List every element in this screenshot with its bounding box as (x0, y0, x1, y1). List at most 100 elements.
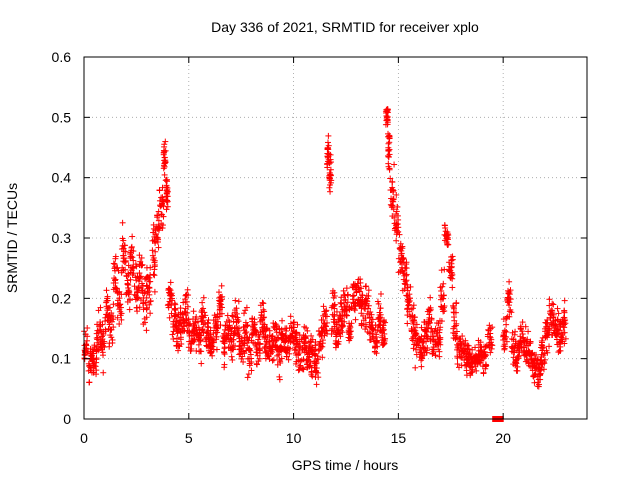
data-point (453, 320, 460, 327)
data-point (341, 318, 348, 325)
data-point (514, 367, 521, 374)
data-point (312, 352, 319, 359)
data-point (166, 289, 173, 296)
data-point (464, 356, 471, 363)
data-point (278, 335, 285, 342)
data-point (81, 352, 88, 359)
data-point (513, 356, 520, 363)
data-point (110, 301, 117, 308)
data-point (133, 304, 140, 311)
data-point (125, 287, 132, 294)
data-point (390, 198, 397, 205)
data-point (468, 358, 475, 365)
data-point (129, 233, 136, 240)
data-point (276, 376, 283, 383)
data-point (528, 356, 535, 363)
data-point (103, 287, 110, 294)
data-point (106, 340, 113, 347)
data-point (309, 373, 316, 380)
data-point (275, 351, 282, 358)
data-point (143, 264, 150, 271)
data-point (295, 351, 302, 358)
data-point (161, 154, 168, 161)
data-point (321, 326, 328, 333)
data-point (538, 357, 545, 364)
data-point (343, 311, 350, 318)
data-point (316, 341, 323, 348)
data-point (293, 329, 300, 336)
data-point (200, 321, 207, 328)
data-point (333, 308, 340, 315)
data-point (238, 347, 245, 354)
data-point (385, 153, 392, 160)
data-point (480, 349, 487, 356)
data-point (136, 262, 143, 269)
data-point (546, 343, 553, 350)
data-point (472, 363, 479, 370)
data-point (449, 269, 456, 276)
data-point (503, 314, 510, 321)
data-point (85, 367, 92, 374)
data-point (121, 242, 128, 249)
data-point (421, 335, 428, 342)
data-point (277, 359, 284, 366)
data-point (120, 245, 127, 252)
data-point (367, 309, 374, 316)
data-point (552, 331, 559, 338)
data-point (126, 306, 133, 313)
data-point (535, 360, 542, 367)
data-point (286, 334, 293, 341)
data-point (437, 284, 444, 291)
data-point (134, 288, 141, 295)
data-point (256, 333, 263, 340)
data-point (207, 349, 214, 356)
data-point (106, 304, 113, 311)
data-point (467, 370, 474, 377)
data-point (205, 324, 212, 331)
data-point (103, 299, 110, 306)
data-point (418, 357, 425, 364)
data-point (236, 351, 243, 358)
data-point (253, 330, 260, 337)
data-point (169, 331, 176, 338)
data-point (318, 333, 325, 340)
data-point (380, 319, 387, 326)
data-point (424, 324, 431, 331)
data-point (111, 261, 118, 268)
data-point (538, 351, 545, 358)
data-point (118, 316, 125, 323)
data-point (93, 348, 100, 355)
data-point (287, 320, 294, 327)
data-point (303, 357, 310, 364)
data-point (140, 306, 147, 313)
data-point (300, 366, 307, 373)
data-point (235, 298, 242, 305)
data-point (120, 252, 127, 259)
data-point (213, 346, 220, 353)
data-point (307, 358, 314, 365)
data-point (174, 342, 181, 349)
data-point (259, 299, 266, 306)
data-point (190, 308, 197, 315)
data-point (256, 347, 263, 354)
data-point (270, 323, 277, 330)
data-point (124, 280, 131, 287)
data-point (229, 312, 236, 319)
data-point (93, 330, 100, 337)
data-point (413, 341, 420, 348)
data-point (346, 304, 353, 311)
data-point (247, 351, 254, 358)
data-point (386, 146, 393, 153)
data-point (172, 318, 179, 325)
data-point (480, 369, 487, 376)
data-point (232, 342, 239, 349)
data-point (311, 360, 318, 367)
data-point (158, 202, 165, 209)
data-point (533, 351, 540, 358)
x-tick-label: 0 (80, 430, 88, 446)
data-point (164, 178, 171, 185)
data-point (365, 287, 372, 294)
data-point (287, 313, 294, 320)
data-point (384, 121, 391, 128)
data-point (540, 366, 547, 373)
